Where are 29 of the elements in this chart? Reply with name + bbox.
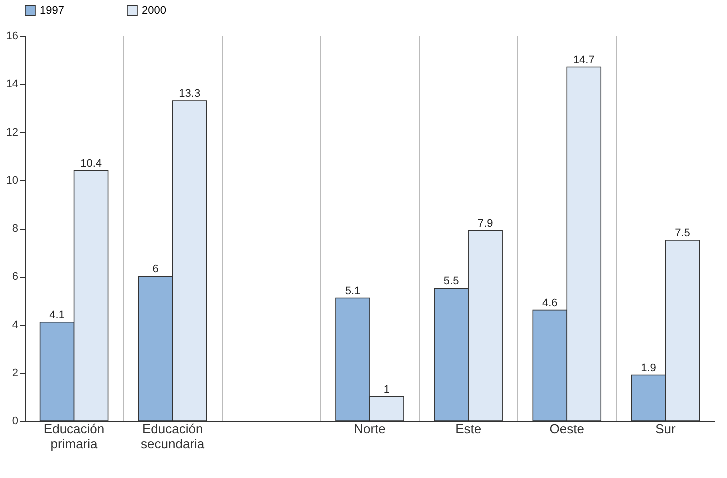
x-tick-label: Educación secundaria — [141, 422, 206, 452]
y-tick-label: 12 — [6, 126, 18, 139]
data-label: 5.1 — [345, 285, 361, 298]
legend-label: 1997 — [40, 4, 64, 17]
data-label: 1.9 — [641, 362, 656, 374]
data-label: 1 — [384, 384, 390, 396]
x-tick-label: Sur — [656, 422, 676, 436]
y-tick-label: 14 — [6, 78, 18, 91]
y-tick-label: 2 — [12, 367, 18, 380]
y-tick-label: 16 — [6, 30, 18, 42]
y-tick-label: 6 — [12, 271, 18, 284]
data-label: 14.7 — [573, 54, 595, 66]
x-tick-label: Norte — [354, 422, 386, 436]
x-tick-label: Oeste — [550, 422, 584, 436]
y-tick-label: 10 — [6, 174, 18, 187]
y-tick-label: 8 — [12, 223, 18, 235]
data-label: 13.3 — [179, 88, 201, 100]
data-label: 5.5 — [444, 276, 460, 288]
legend-label: 2000 — [142, 4, 166, 17]
x-tick-label: Educación primaria — [44, 422, 105, 452]
data-label: 4.1 — [50, 309, 65, 322]
x-tick-label: Este — [456, 422, 482, 436]
data-label: 10.4 — [80, 158, 102, 170]
data-label: 6 — [152, 264, 159, 276]
data-label: 4.6 — [542, 297, 558, 310]
y-tick-label: 0 — [12, 416, 18, 428]
data-label: 7.9 — [478, 218, 494, 230]
data-label: 7.5 — [675, 228, 690, 240]
y-tick-label: 4 — [12, 319, 18, 332]
